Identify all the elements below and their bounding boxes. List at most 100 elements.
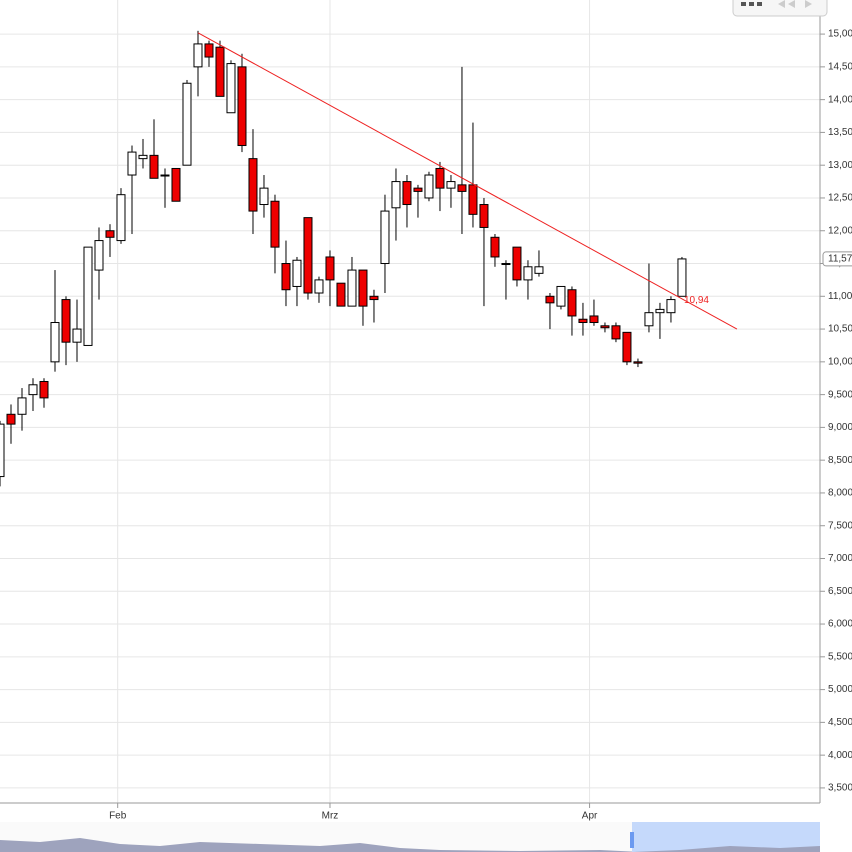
candle-body: [655, 308, 665, 314]
candle-body: [677, 258, 687, 297]
candle-body: [28, 384, 38, 396]
candle-body: [567, 289, 577, 317]
plot: 15,0014,5014,0013,5013,0012,5012,0011,50…: [0, 0, 852, 822]
candle-body: [248, 158, 258, 212]
annotation: 10,94: [684, 295, 709, 306]
y-tick-label: 11,00: [828, 291, 852, 302]
candle-body: [61, 299, 71, 343]
candle-body: [171, 167, 181, 202]
candle-body: [633, 361, 643, 364]
y-tick-label: 3,500: [828, 783, 852, 794]
candle-body: [237, 66, 247, 147]
navigator-area: [0, 838, 640, 852]
candle-body: [347, 269, 357, 307]
navigator: [0, 822, 820, 852]
candle-body: [39, 381, 49, 399]
candle-body: [72, 328, 82, 343]
toolbar-arrows[interactable]: [778, 0, 812, 8]
candle-body: [490, 236, 500, 258]
candle-body: [17, 397, 27, 415]
candle-body: [589, 315, 599, 324]
y-tick-label: 9,000: [828, 422, 852, 433]
candle-body: [193, 43, 203, 68]
y-tick-label: 5,500: [828, 651, 852, 662]
candle-body: [160, 174, 170, 177]
candle-body: [105, 230, 115, 238]
candle-body: [336, 282, 346, 307]
toolbar-box[interactable]: [732, 0, 828, 17]
y-tick-label: 6,000: [828, 619, 852, 630]
x-tick-label: Mrz: [322, 811, 339, 822]
candle-body: [534, 266, 544, 274]
candle-body: [435, 167, 445, 189]
y-tick-label: 14,00: [828, 94, 852, 105]
candle-body: [545, 295, 555, 304]
candle-body: [369, 295, 379, 301]
candle-body: [6, 413, 16, 425]
y-tick-label: 6,500: [828, 586, 852, 597]
candle-body: [578, 318, 588, 324]
candle-body: [226, 63, 236, 114]
x-tick-label: Feb: [109, 811, 127, 822]
candle-body: [204, 43, 214, 58]
y-tick-label: 4,500: [828, 717, 852, 728]
candle-body: [666, 299, 676, 314]
y-tick-label: 10,50: [828, 324, 852, 335]
candle-body: [380, 210, 390, 265]
candle-body: [138, 154, 148, 160]
last-price-label: 11,57: [828, 254, 852, 265]
candle-body: [358, 269, 368, 307]
candle-body: [149, 154, 159, 179]
candle-body: [600, 325, 610, 329]
candle-body: [556, 285, 566, 307]
candle-body: [479, 204, 489, 228]
candle-body: [50, 322, 60, 363]
navigator-area: [632, 846, 820, 852]
candle-body: [314, 279, 324, 294]
y-tick-label: 5,000: [828, 684, 852, 695]
candle-body: [215, 46, 225, 97]
candle-body: [182, 82, 192, 166]
candle-body: [94, 240, 104, 271]
candle-body: [446, 181, 456, 189]
candle-body: [325, 256, 335, 281]
y-tick-label: 7,000: [828, 553, 852, 564]
y-tick-label: 8,000: [828, 488, 852, 499]
y-tick-label: 10,00: [828, 356, 852, 367]
candle-body: [523, 266, 533, 281]
candle-body: [413, 187, 423, 192]
toolbar-icon[interactable]: [749, 2, 754, 6]
candle-body: [622, 331, 632, 363]
candle-body: [512, 246, 522, 281]
candle-body: [468, 184, 478, 215]
candle-body: [259, 187, 269, 206]
candle-body: [281, 263, 291, 291]
candle-body: [116, 194, 126, 242]
candle-body: [83, 246, 93, 346]
toolbar-icon[interactable]: [757, 2, 762, 6]
candle-body: [457, 184, 467, 192]
navigator-handle[interactable]: [630, 832, 634, 848]
candle-body: [0, 423, 5, 478]
candle-body: [424, 174, 434, 199]
candle-body: [391, 181, 401, 209]
candle-body: [501, 263, 511, 266]
y-tick-label: 12,00: [828, 225, 852, 236]
y-tick-label: 8,500: [828, 455, 852, 466]
y-tick-label: 14,50: [828, 62, 852, 73]
y-tick-label: 9,500: [828, 389, 852, 400]
y-tick-label: 7,500: [828, 520, 852, 531]
toolbar[interactable]: [732, 0, 828, 17]
y-tick-label: 13,00: [828, 160, 852, 171]
toolbar-icon[interactable]: [741, 2, 746, 6]
trendline: [197, 32, 738, 330]
candle-body: [402, 181, 412, 206]
x-tick-label: Apr: [582, 811, 598, 822]
candle-body: [611, 325, 621, 340]
y-tick-label: 4,000: [828, 750, 852, 761]
y-tick-label: 15,00: [828, 29, 852, 40]
y-tick-label: 13,50: [828, 127, 852, 138]
candle-body: [270, 200, 280, 248]
